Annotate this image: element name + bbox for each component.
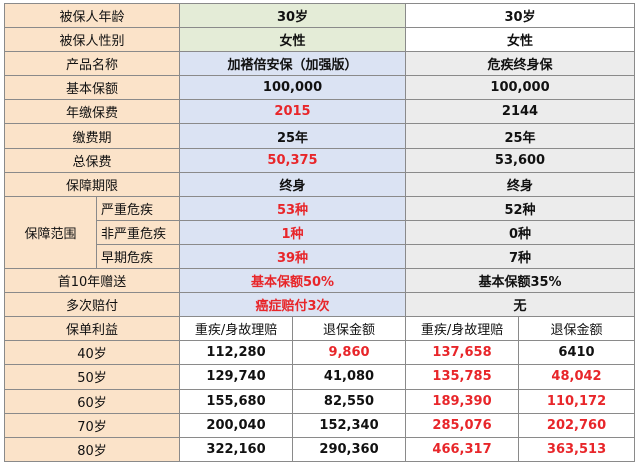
benefit-row: 80岁 322,160 290,360 466,317 363,513 <box>3 436 636 463</box>
row-term: 保障期限 终身 终身 <box>3 171 636 197</box>
row-severe: 保障范围 严重危疾 53种 52种 <box>4 195 636 270</box>
p1-multi: 癌症赔付3次 <box>179 292 407 318</box>
benefit-age: 70岁 <box>3 412 181 438</box>
benefit-row: 40岁 112,280 9,860 137,658 6410 <box>3 340 636 366</box>
p1-surrender-value: 82,550 <box>292 388 407 414</box>
row-age: 被保人年龄 30岁 30岁 <box>3 2 636 29</box>
row-early: 早期危疾 39种 7种 <box>5 243 636 270</box>
p1-surrender-header: 退保金额 <box>292 316 407 342</box>
comparison-table: 被保人年龄 30岁 30岁 被保人性别 女性 女性 产品名称 加褡倍安保（加强版… <box>3 2 636 463</box>
p1-premium: 2015 <box>179 99 407 125</box>
label-product: 产品名称 <box>3 51 181 77</box>
p1-claim-value: 200,040 <box>179 412 294 438</box>
p1-surrender-value: 290,360 <box>292 436 407 463</box>
p2-surrender-header: 退保金额 <box>518 316 636 342</box>
row-period: 缴费期 25年 25年 <box>3 123 636 149</box>
p2-product: 危疾终身保 <box>405 51 636 77</box>
benefit-age: 60岁 <box>3 388 181 414</box>
p2-bonus: 基本保额35% <box>405 268 636 294</box>
p1-severe: 53种 <box>179 195 407 221</box>
p1-term: 终身 <box>179 171 407 197</box>
benefit-row: 60岁 155,680 82,550 189,390 110,172 <box>3 388 636 414</box>
p1-bonus: 基本保额50% <box>179 268 407 294</box>
label-coverage: 保障范围 <box>4 195 97 270</box>
p2-severe: 52种 <box>405 195 636 221</box>
label-early: 早期危疾 <box>95 243 181 270</box>
p1-surrender-value: 152,340 <box>292 412 407 438</box>
p2-premium: 2144 <box>405 99 636 125</box>
label-bonus: 首10年赠送 <box>3 268 181 294</box>
p1-claim-header: 重疾/身故理赔 <box>179 316 294 342</box>
label-sum: 基本保额 <box>3 75 181 101</box>
row-gender: 被保人性别 女性 女性 <box>3 27 636 53</box>
p2-period: 25年 <box>405 123 636 149</box>
benefit-age: 50岁 <box>3 364 181 390</box>
label-benefits: 保单利益 <box>3 316 181 342</box>
p1-product: 加褡倍安保（加强版） <box>179 51 407 77</box>
benefit-age: 80岁 <box>3 436 181 463</box>
row-nonsevere: 非严重危疾 1种 0种 <box>5 219 636 245</box>
p1-surrender-value: 41,080 <box>292 364 407 390</box>
p1-period: 25年 <box>179 123 407 149</box>
label-period: 缴费期 <box>3 123 181 149</box>
label-total: 总保费 <box>3 147 181 173</box>
label-nonsevere: 非严重危疾 <box>95 219 181 245</box>
p1-age: 30岁 <box>179 2 407 29</box>
p2-claim-value: 466,317 <box>405 436 520 463</box>
p2-surrender-value: 363,513 <box>518 436 636 463</box>
p2-early: 7种 <box>405 243 636 270</box>
p2-surrender-value: 48,042 <box>518 364 636 390</box>
row-premium: 年缴保费 2015 2144 <box>3 99 636 125</box>
p1-claim-value: 129,740 <box>179 364 294 390</box>
p1-early: 39种 <box>179 243 407 270</box>
p2-term: 终身 <box>405 171 636 197</box>
p1-gender: 女性 <box>179 27 407 53</box>
p1-claim-value: 155,680 <box>179 388 294 414</box>
label-gender: 被保人性别 <box>3 27 181 53</box>
row-bonus: 首10年赠送 基本保额50% 基本保额35% <box>3 268 636 294</box>
p2-surrender-value: 202,760 <box>518 412 636 438</box>
benefit-age: 40岁 <box>3 340 181 366</box>
label-term: 保障期限 <box>3 171 181 197</box>
p2-nonsevere: 0种 <box>405 219 636 245</box>
p2-claim-value: 189,390 <box>405 388 520 414</box>
row-benefits-header: 保单利益 重疾/身故理赔 退保金额 重疾/身故理赔 退保金额 <box>3 316 636 342</box>
p2-claim-value: 137,658 <box>405 340 520 366</box>
p2-surrender-value: 6410 <box>518 340 636 366</box>
p1-sum: 100,000 <box>179 75 407 101</box>
row-multi: 多次赔付 癌症赔付3次 无 <box>3 292 636 318</box>
p1-nonsevere: 1种 <box>179 219 407 245</box>
benefit-row: 50岁 129,740 41,080 135,785 48,042 <box>3 364 636 390</box>
label-age: 被保人年龄 <box>3 2 181 29</box>
p2-claim-header: 重疾/身故理赔 <box>405 316 520 342</box>
p2-total: 53,600 <box>405 147 636 173</box>
p1-total: 50,375 <box>179 147 407 173</box>
p2-sum: 100,000 <box>405 75 636 101</box>
p2-multi: 无 <box>405 292 636 318</box>
row-sum: 基本保额 100,000 100,000 <box>3 75 636 101</box>
row-total: 总保费 50,375 53,600 <box>3 147 636 173</box>
p1-claim-value: 322,160 <box>179 436 294 463</box>
label-severe: 严重危疾 <box>95 195 181 221</box>
label-premium: 年缴保费 <box>3 99 181 125</box>
label-multi: 多次赔付 <box>3 292 181 318</box>
p2-gender: 女性 <box>405 27 636 53</box>
p1-claim-value: 112,280 <box>179 340 294 366</box>
p1-surrender-value: 9,860 <box>292 340 407 366</box>
row-product: 产品名称 加褡倍安保（加强版） 危疾终身保 <box>3 51 636 77</box>
p2-claim-value: 135,785 <box>405 364 520 390</box>
p2-claim-value: 285,076 <box>405 412 520 438</box>
benefit-row: 70岁 200,040 152,340 285,076 202,760 <box>3 412 636 438</box>
p2-age: 30岁 <box>405 2 636 29</box>
p2-surrender-value: 110,172 <box>518 388 636 414</box>
